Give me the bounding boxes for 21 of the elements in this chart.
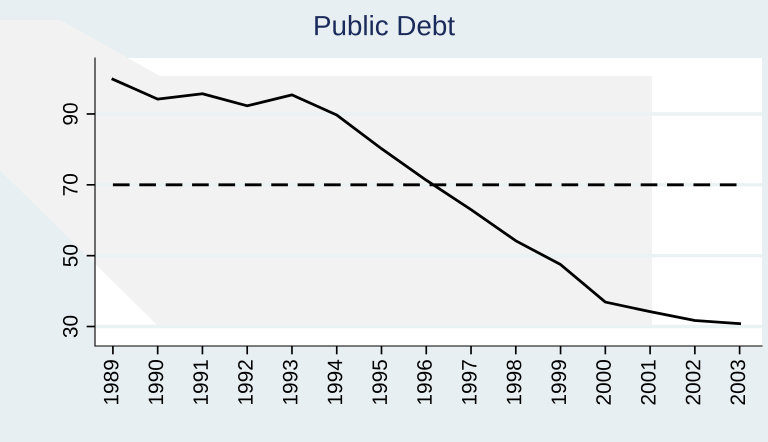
x-tick-label: 2002 <box>686 360 700 404</box>
x-tick-label: 2003 <box>730 360 746 404</box>
x-tick-label: 1994 <box>328 360 342 404</box>
y-tick-label: 90 <box>62 103 78 125</box>
x-tick-label: 1999 <box>551 360 566 404</box>
y-tick-label: 50 <box>62 244 78 266</box>
x-tick-label: 1997 <box>462 360 477 404</box>
x-tick-label: 1990 <box>148 360 164 404</box>
x-tick-label: 1998 <box>506 360 522 404</box>
x-tick-label: 1993 <box>282 360 298 404</box>
chart-title: Public Debt <box>315 15 455 36</box>
x-tick-label: 1996 <box>417 360 432 404</box>
x-tick-label: 2000 <box>596 360 611 404</box>
line-series <box>112 78 742 326</box>
x-tick-label: 1989 <box>104 360 118 404</box>
x-tick-label: 1995 <box>372 360 388 404</box>
x-tick-label: 2001 <box>640 360 656 404</box>
x-tick-label: 1992 <box>238 360 253 404</box>
x-tick-label: 1991 <box>193 360 208 404</box>
y-tick-label: 30 <box>62 316 78 338</box>
y-tick-label: 70 <box>62 174 78 196</box>
